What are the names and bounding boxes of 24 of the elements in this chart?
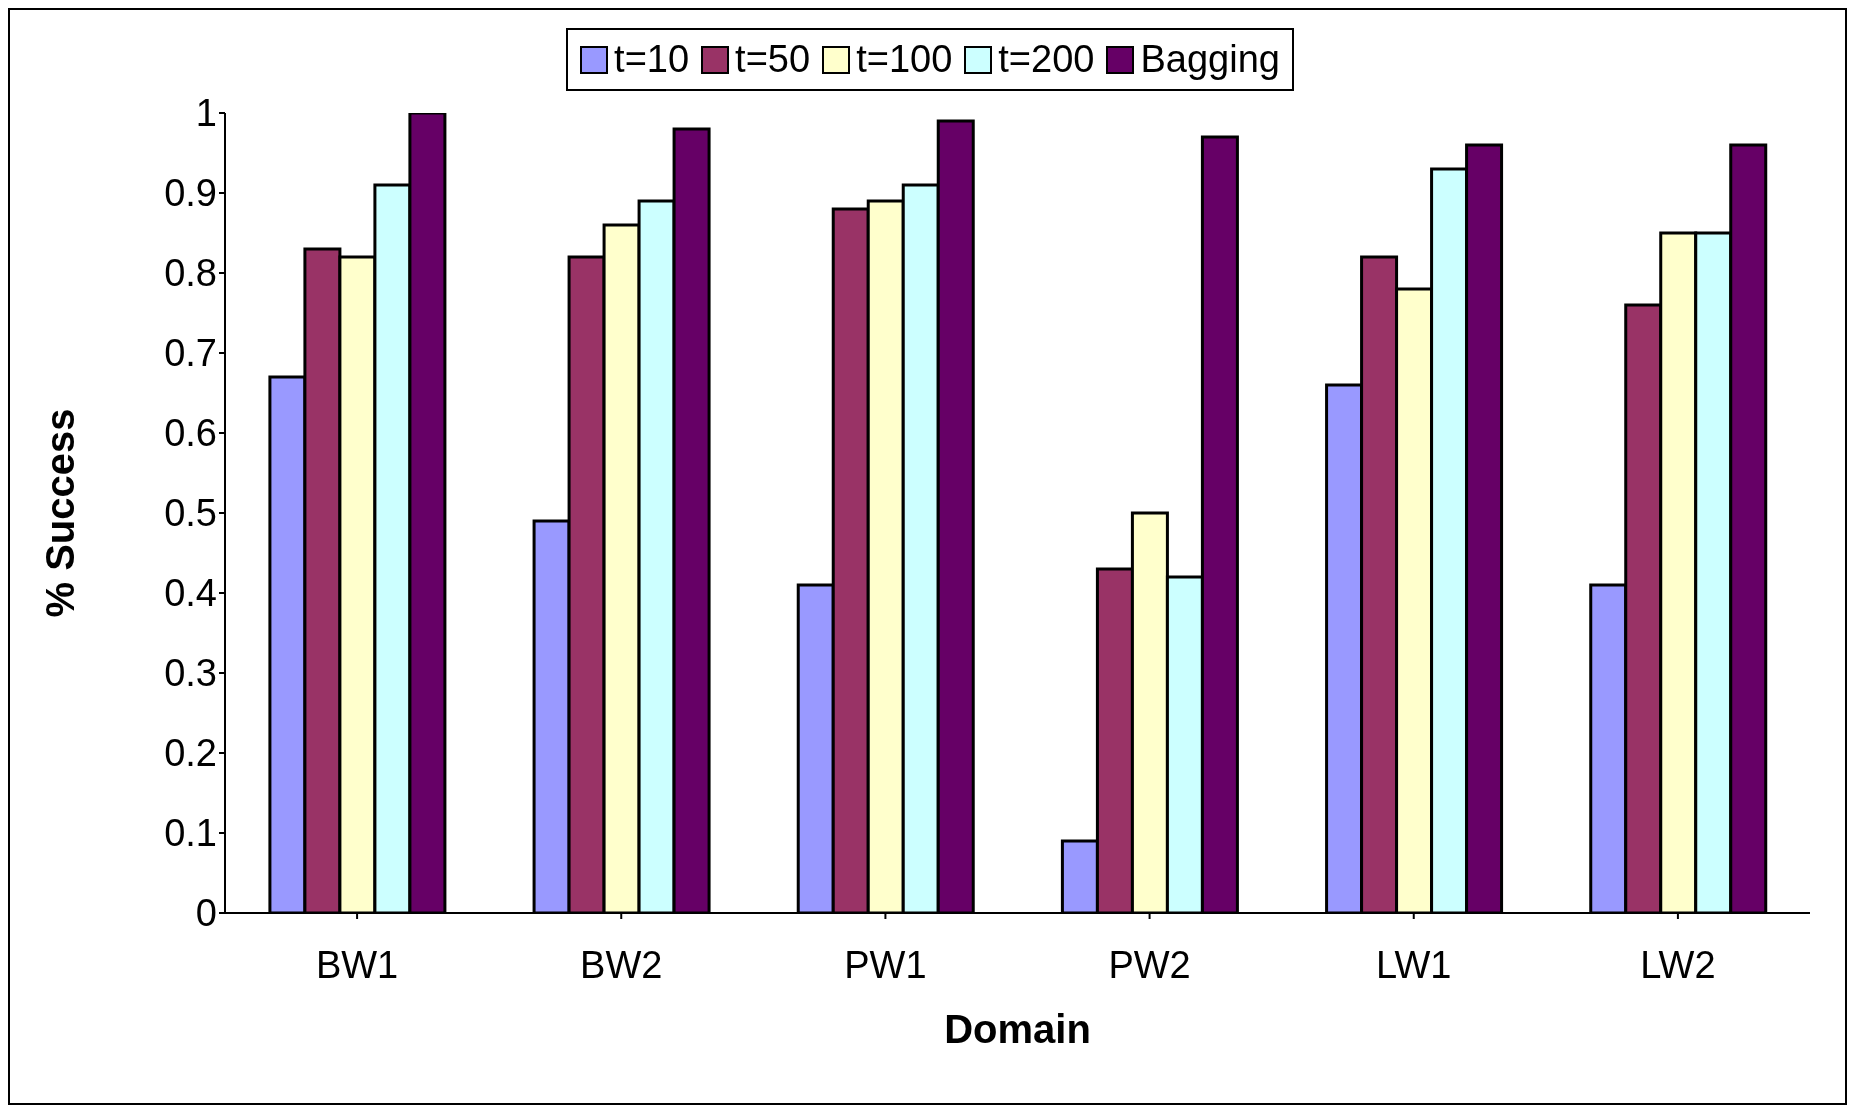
y-tick-label: 0.5 xyxy=(164,492,217,535)
x-tick-label: BW2 xyxy=(580,943,663,986)
x-tick-label: LW1 xyxy=(1376,943,1452,986)
x-tick-label: PW1 xyxy=(844,943,927,986)
y-tick-label: 0.8 xyxy=(164,252,217,295)
x-tick-label: LW2 xyxy=(1640,943,1716,986)
legend-label: t=50 xyxy=(735,38,811,81)
x-tick-label: BW1 xyxy=(315,943,399,986)
y-tick-label: 0.6 xyxy=(164,412,217,455)
y-tick-label: 0.7 xyxy=(164,332,217,375)
y-tick-label: 0 xyxy=(195,892,217,935)
legend-label: t=10 xyxy=(614,38,690,81)
x-axis-title: Domain xyxy=(944,1007,1091,1051)
y-tick-label: 0.1 xyxy=(164,812,217,855)
y-tick-label: 0.3 xyxy=(164,652,217,695)
y-tick-label: 0.9 xyxy=(164,172,217,215)
y-tick-label: 0.4 xyxy=(164,572,217,615)
y-tick-label: 1 xyxy=(195,92,217,135)
legend-label: t=200 xyxy=(998,38,1095,81)
legend-label: t=100 xyxy=(856,38,953,81)
y-tick-label: 0.2 xyxy=(164,732,217,775)
legend-label: Bagging xyxy=(1140,38,1280,81)
x-tick-label: PW2 xyxy=(1108,943,1191,986)
y-axis-title: % Success xyxy=(38,408,83,618)
